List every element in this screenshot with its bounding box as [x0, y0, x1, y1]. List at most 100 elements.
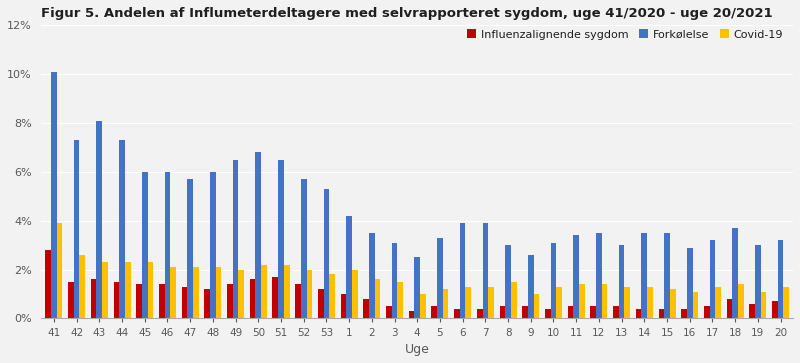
Bar	[704, 306, 710, 318]
Bar	[147, 262, 154, 318]
Bar	[216, 267, 222, 318]
Bar	[545, 309, 550, 318]
Bar	[602, 284, 607, 318]
Bar	[352, 270, 358, 318]
Bar	[330, 274, 335, 318]
Bar	[750, 304, 755, 318]
Bar	[409, 311, 414, 318]
Bar	[687, 248, 693, 318]
Bar	[761, 291, 766, 318]
Bar	[255, 152, 261, 318]
Bar	[499, 306, 506, 318]
Bar	[210, 172, 216, 318]
Bar	[182, 287, 187, 318]
Bar	[437, 238, 442, 318]
Bar	[204, 289, 210, 318]
Bar	[460, 223, 466, 318]
Bar	[159, 284, 165, 318]
Bar	[97, 121, 102, 318]
Bar	[278, 160, 284, 318]
Bar	[755, 245, 761, 318]
Bar	[136, 284, 142, 318]
Bar	[556, 287, 562, 318]
Bar	[318, 289, 323, 318]
Bar	[664, 233, 670, 318]
Bar	[398, 282, 403, 318]
Bar	[79, 255, 85, 318]
Bar	[579, 284, 585, 318]
Bar	[170, 267, 176, 318]
Bar	[119, 140, 125, 318]
Bar	[306, 270, 312, 318]
Bar	[187, 179, 193, 318]
Bar	[596, 233, 602, 318]
Bar	[142, 172, 147, 318]
Bar	[238, 270, 244, 318]
Bar	[658, 309, 664, 318]
Bar	[346, 216, 352, 318]
Bar	[618, 245, 625, 318]
Bar	[715, 287, 721, 318]
Bar	[420, 294, 426, 318]
Bar	[442, 289, 449, 318]
Bar	[778, 240, 783, 318]
Text: Figur 5. Andelen af Influmeterdeltagere med selvrapporteret sygdom, uge 41/2020 : Figur 5. Andelen af Influmeterdeltagere …	[42, 7, 773, 20]
Bar	[625, 287, 630, 318]
Bar	[511, 282, 517, 318]
Bar	[165, 172, 170, 318]
Bar	[482, 223, 488, 318]
Bar	[647, 287, 653, 318]
Bar	[102, 262, 108, 318]
Bar	[386, 306, 392, 318]
Legend: Influenzalignende sygdom, Forkølelse, Covid-19: Influenzalignende sygdom, Forkølelse, Co…	[463, 25, 787, 44]
Bar	[738, 284, 744, 318]
Bar	[726, 299, 732, 318]
Bar	[261, 265, 266, 318]
Bar	[57, 223, 62, 318]
Bar	[369, 233, 374, 318]
Bar	[670, 289, 675, 318]
Bar	[114, 282, 119, 318]
Bar	[250, 280, 255, 318]
Bar	[68, 282, 74, 318]
Bar	[91, 280, 97, 318]
Bar	[590, 306, 596, 318]
Bar	[301, 179, 306, 318]
Bar	[488, 287, 494, 318]
Bar	[392, 243, 398, 318]
Bar	[613, 306, 618, 318]
Bar	[568, 306, 574, 318]
Bar	[693, 291, 698, 318]
Bar	[522, 306, 528, 318]
Bar	[414, 257, 420, 318]
Bar	[273, 277, 278, 318]
Bar	[642, 233, 647, 318]
X-axis label: Uge: Uge	[405, 343, 430, 356]
Bar	[46, 250, 51, 318]
Bar	[528, 255, 534, 318]
Bar	[374, 280, 380, 318]
Bar	[454, 309, 460, 318]
Bar	[295, 284, 301, 318]
Bar	[363, 299, 369, 318]
Bar	[534, 294, 539, 318]
Bar	[636, 309, 642, 318]
Bar	[193, 267, 198, 318]
Bar	[323, 189, 330, 318]
Bar	[477, 309, 482, 318]
Bar	[233, 160, 238, 318]
Bar	[431, 306, 437, 318]
Bar	[574, 235, 579, 318]
Bar	[506, 245, 511, 318]
Bar	[74, 140, 79, 318]
Bar	[710, 240, 715, 318]
Bar	[550, 243, 556, 318]
Bar	[783, 287, 789, 318]
Bar	[682, 309, 687, 318]
Bar	[284, 265, 290, 318]
Bar	[341, 294, 346, 318]
Bar	[125, 262, 130, 318]
Bar	[732, 228, 738, 318]
Bar	[51, 72, 57, 318]
Bar	[772, 301, 778, 318]
